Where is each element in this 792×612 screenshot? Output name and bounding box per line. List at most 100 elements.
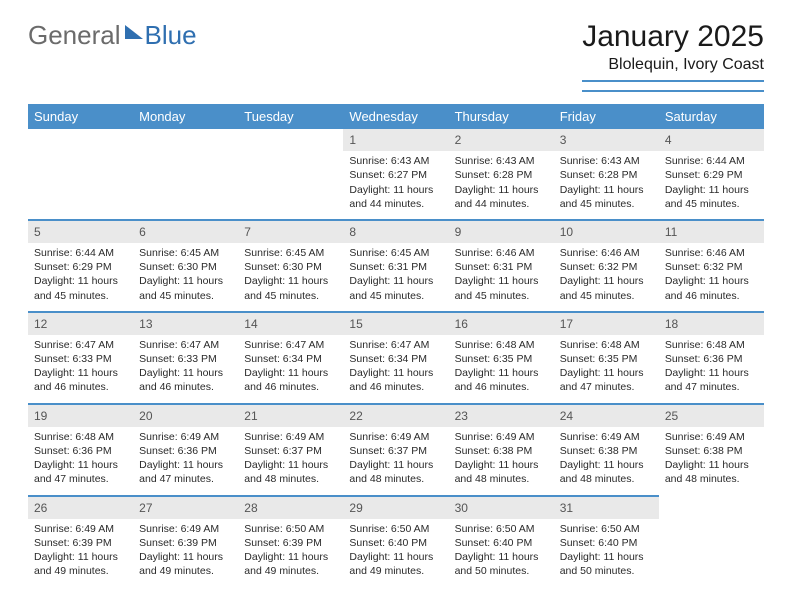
day-number: 26 [28,497,133,519]
day-details: Sunrise: 6:47 AMSunset: 6:33 PMDaylight:… [28,335,133,403]
calendar-cell: 28Sunrise: 6:50 AMSunset: 6:39 PMDayligh… [238,496,343,587]
calendar-cell [133,129,238,220]
day-details: Sunrise: 6:50 AMSunset: 6:39 PMDaylight:… [238,519,343,587]
day-number: 16 [449,313,554,335]
day-number: 13 [133,313,238,335]
day-details: Sunrise: 6:49 AMSunset: 6:38 PMDaylight:… [449,427,554,495]
day-details: Sunrise: 6:49 AMSunset: 6:38 PMDaylight:… [659,427,764,495]
day-number: 22 [343,405,448,427]
day-details: Sunrise: 6:48 AMSunset: 6:36 PMDaylight:… [659,335,764,403]
day-number: 23 [449,405,554,427]
day-details: Sunrise: 6:45 AMSunset: 6:30 PMDaylight:… [238,243,343,311]
day-details: Sunrise: 6:49 AMSunset: 6:39 PMDaylight:… [133,519,238,587]
day-details: Sunrise: 6:47 AMSunset: 6:34 PMDaylight:… [238,335,343,403]
day-details: Sunrise: 6:46 AMSunset: 6:32 PMDaylight:… [659,243,764,311]
calendar-cell: 13Sunrise: 6:47 AMSunset: 6:33 PMDayligh… [133,312,238,404]
weekday-header: Monday [133,104,238,129]
day-number: 29 [343,497,448,519]
day-details: Sunrise: 6:50 AMSunset: 6:40 PMDaylight:… [449,519,554,587]
page-title: January 2025 [582,20,764,54]
day-number: 28 [238,497,343,519]
calendar-cell [659,496,764,587]
day-number: 2 [449,129,554,151]
calendar-cell [238,129,343,220]
day-number: 3 [554,129,659,151]
day-number: 7 [238,221,343,243]
calendar-cell: 24Sunrise: 6:49 AMSunset: 6:38 PMDayligh… [554,404,659,496]
day-details: Sunrise: 6:49 AMSunset: 6:37 PMDaylight:… [238,427,343,495]
calendar-cell: 18Sunrise: 6:48 AMSunset: 6:36 PMDayligh… [659,312,764,404]
location-label: Blolequin, Ivory Coast [582,56,764,82]
calendar-table: SundayMondayTuesdayWednesdayThursdayFrid… [28,104,764,586]
day-details: Sunrise: 6:49 AMSunset: 6:37 PMDaylight:… [343,427,448,495]
weekday-header: Saturday [659,104,764,129]
weekday-header: Tuesday [238,104,343,129]
day-details: Sunrise: 6:49 AMSunset: 6:36 PMDaylight:… [133,427,238,495]
calendar-cell: 14Sunrise: 6:47 AMSunset: 6:34 PMDayligh… [238,312,343,404]
day-details: Sunrise: 6:48 AMSunset: 6:36 PMDaylight:… [28,427,133,495]
day-number: 15 [343,313,448,335]
calendar-cell: 4Sunrise: 6:44 AMSunset: 6:29 PMDaylight… [659,129,764,220]
calendar-cell: 12Sunrise: 6:47 AMSunset: 6:33 PMDayligh… [28,312,133,404]
day-number: 31 [554,497,659,519]
calendar-cell: 6Sunrise: 6:45 AMSunset: 6:30 PMDaylight… [133,220,238,312]
calendar-cell [28,129,133,220]
day-number: 11 [659,221,764,243]
calendar-row: 12Sunrise: 6:47 AMSunset: 6:33 PMDayligh… [28,312,764,404]
brand-triangle-icon [125,25,143,39]
day-number: 17 [554,313,659,335]
day-number: 18 [659,313,764,335]
calendar-cell: 3Sunrise: 6:43 AMSunset: 6:28 PMDaylight… [554,129,659,220]
calendar-cell: 15Sunrise: 6:47 AMSunset: 6:34 PMDayligh… [343,312,448,404]
day-details: Sunrise: 6:46 AMSunset: 6:32 PMDaylight:… [554,243,659,311]
calendar-row: 19Sunrise: 6:48 AMSunset: 6:36 PMDayligh… [28,404,764,496]
day-number: 12 [28,313,133,335]
day-number: 30 [449,497,554,519]
calendar-row: 26Sunrise: 6:49 AMSunset: 6:39 PMDayligh… [28,496,764,587]
day-number: 9 [449,221,554,243]
weekday-header: Sunday [28,104,133,129]
day-number: 19 [28,405,133,427]
day-number: 5 [28,221,133,243]
calendar-row: 1Sunrise: 6:43 AMSunset: 6:27 PMDaylight… [28,129,764,220]
day-details: Sunrise: 6:45 AMSunset: 6:30 PMDaylight:… [133,243,238,311]
calendar-cell: 19Sunrise: 6:48 AMSunset: 6:36 PMDayligh… [28,404,133,496]
calendar-cell: 7Sunrise: 6:45 AMSunset: 6:30 PMDaylight… [238,220,343,312]
calendar-cell: 17Sunrise: 6:48 AMSunset: 6:35 PMDayligh… [554,312,659,404]
page-header: General Blue January 2025 Blolequin, Ivo… [28,20,764,92]
day-details: Sunrise: 6:46 AMSunset: 6:31 PMDaylight:… [449,243,554,311]
day-number: 8 [343,221,448,243]
calendar-cell: 5Sunrise: 6:44 AMSunset: 6:29 PMDaylight… [28,220,133,312]
day-details: Sunrise: 6:50 AMSunset: 6:40 PMDaylight:… [343,519,448,587]
brand-logo: General Blue [28,20,197,51]
title-block: January 2025 Blolequin, Ivory Coast [582,20,764,92]
day-details: Sunrise: 6:50 AMSunset: 6:40 PMDaylight:… [554,519,659,587]
day-number: 4 [659,129,764,151]
weekday-header: Friday [554,104,659,129]
calendar-cell: 25Sunrise: 6:49 AMSunset: 6:38 PMDayligh… [659,404,764,496]
day-number: 25 [659,405,764,427]
day-details: Sunrise: 6:49 AMSunset: 6:38 PMDaylight:… [554,427,659,495]
brand-blue: Blue [145,20,197,51]
day-details: Sunrise: 6:47 AMSunset: 6:33 PMDaylight:… [133,335,238,403]
calendar-cell: 29Sunrise: 6:50 AMSunset: 6:40 PMDayligh… [343,496,448,587]
weekday-header: Wednesday [343,104,448,129]
calendar-cell: 30Sunrise: 6:50 AMSunset: 6:40 PMDayligh… [449,496,554,587]
calendar-cell: 22Sunrise: 6:49 AMSunset: 6:37 PMDayligh… [343,404,448,496]
brand-general: General [28,20,121,51]
day-number: 10 [554,221,659,243]
calendar-cell: 20Sunrise: 6:49 AMSunset: 6:36 PMDayligh… [133,404,238,496]
calendar-cell: 1Sunrise: 6:43 AMSunset: 6:27 PMDaylight… [343,129,448,220]
weekday-header: Thursday [449,104,554,129]
day-details: Sunrise: 6:44 AMSunset: 6:29 PMDaylight:… [659,151,764,219]
day-details: Sunrise: 6:43 AMSunset: 6:28 PMDaylight:… [449,151,554,219]
calendar-head: SundayMondayTuesdayWednesdayThursdayFrid… [28,104,764,129]
day-details: Sunrise: 6:49 AMSunset: 6:39 PMDaylight:… [28,519,133,587]
calendar-body: 1Sunrise: 6:43 AMSunset: 6:27 PMDaylight… [28,129,764,586]
day-number: 1 [343,129,448,151]
day-number: 20 [133,405,238,427]
calendar-cell: 26Sunrise: 6:49 AMSunset: 6:39 PMDayligh… [28,496,133,587]
day-details: Sunrise: 6:48 AMSunset: 6:35 PMDaylight:… [554,335,659,403]
day-details: Sunrise: 6:43 AMSunset: 6:28 PMDaylight:… [554,151,659,219]
calendar-row: 5Sunrise: 6:44 AMSunset: 6:29 PMDaylight… [28,220,764,312]
